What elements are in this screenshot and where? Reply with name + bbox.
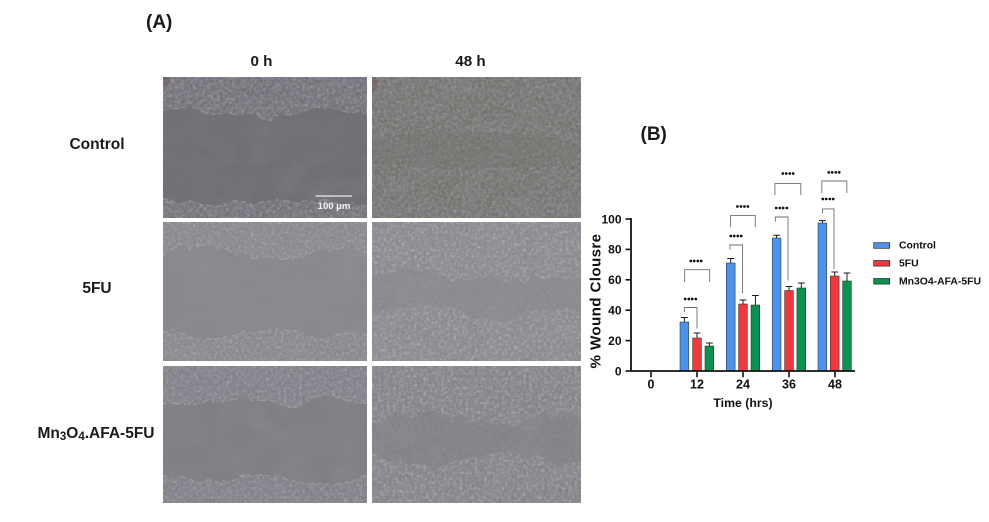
svg-text:Control: Control: [899, 241, 936, 252]
svg-text:100 µm: 100 µm: [318, 201, 351, 212]
svg-text:0: 0: [648, 378, 655, 392]
svg-text:100: 100: [601, 212, 621, 226]
svg-text:20: 20: [608, 334, 622, 348]
svg-text:0: 0: [615, 364, 622, 378]
svg-text:% Wound Clousre: % Wound Clousre: [588, 234, 605, 369]
svg-text:24: 24: [736, 378, 750, 392]
svg-text:48: 48: [828, 378, 842, 392]
svg-text:12: 12: [690, 378, 704, 392]
svg-text:36: 36: [782, 378, 796, 392]
svg-text:5FU: 5FU: [899, 258, 919, 269]
svg-text:80: 80: [608, 243, 622, 257]
svg-text:60: 60: [608, 273, 622, 287]
svg-text:Time (hrs): Time (hrs): [713, 396, 772, 410]
svg-text:40: 40: [608, 304, 622, 318]
svg-text:Mn3O4-AFA-5FU: Mn3O4-AFA-5FU: [899, 276, 981, 287]
